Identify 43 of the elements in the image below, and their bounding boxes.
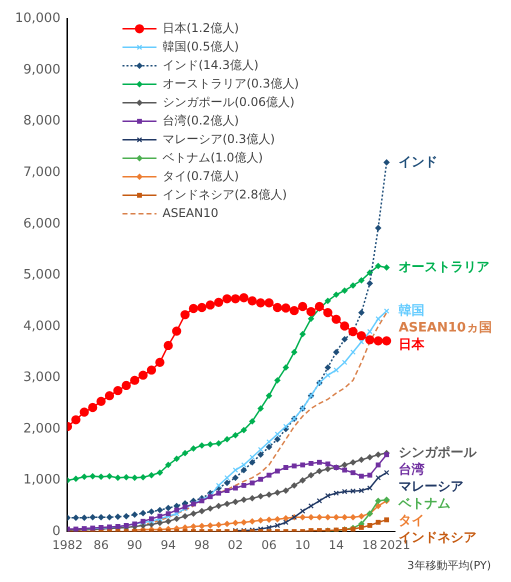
text: オーストラリア <box>398 260 490 275</box>
x-tick-label: 90 <box>127 538 142 552</box>
legend-label: 日本(1.2億人) <box>162 20 239 35</box>
y-tick-label: 1,000 <box>23 472 60 488</box>
y-tick-label: 6,000 <box>23 216 60 232</box>
text: 台湾 <box>398 462 425 478</box>
legend-label: シンガポール(0.06億人) <box>162 94 295 109</box>
y-tick-label: 7,000 <box>23 165 60 180</box>
legend-label: オーストラリア(0.3億人) <box>162 76 299 90</box>
y-tick-label: 5,000 <box>23 268 60 283</box>
legend-label: タイ(0.7億人) <box>162 168 239 183</box>
x-tick-label: 94 <box>160 538 176 552</box>
text: タイ <box>398 514 425 529</box>
text: 韓国 <box>398 303 425 318</box>
legend-label: 台湾(0.2億人) <box>162 113 239 128</box>
y-tick-label: 10,000 <box>14 11 60 26</box>
y-tick-label: 4,000 <box>23 318 60 334</box>
x-tick-label: 86 <box>93 538 109 552</box>
y-tick-label: 3,000 <box>23 370 60 386</box>
legend-label: ベトナム(1.0億人) <box>162 150 263 164</box>
x-tick-label: 98 <box>194 538 210 552</box>
text: マレーシア <box>398 480 464 495</box>
text: インド <box>398 154 438 170</box>
text: 日本 <box>398 337 426 352</box>
legend-label: 韓国(0.5億人) <box>162 39 239 54</box>
x-tick-label: 1982 <box>52 538 83 552</box>
x-tick-label: 06 <box>261 538 277 552</box>
legend-label: ASEAN10 <box>162 206 218 220</box>
x-tick-label: 10 <box>294 538 310 552</box>
legend-label: インド(14.3億人) <box>162 58 259 72</box>
text: 3年移動平均(PY) <box>407 558 491 572</box>
y-tick-label: 9,000 <box>23 62 60 78</box>
y-tick-label: 2,000 <box>23 421 60 436</box>
text: シンガポール <box>398 446 478 461</box>
y-tick-label: 0 <box>52 524 60 539</box>
text: ベトナム <box>398 496 451 512</box>
legend-label: マレーシア(0.3億人) <box>162 132 275 146</box>
x-tick-label: 02 <box>228 538 244 552</box>
y-tick-label: 8,000 <box>23 114 60 129</box>
x-tick-label: 18 <box>362 538 378 552</box>
legend-label: インドネシア(2.8億人) <box>162 187 287 202</box>
text: ASEAN10ヵ国 <box>398 320 492 336</box>
x-tick-label: 14 <box>328 538 344 552</box>
